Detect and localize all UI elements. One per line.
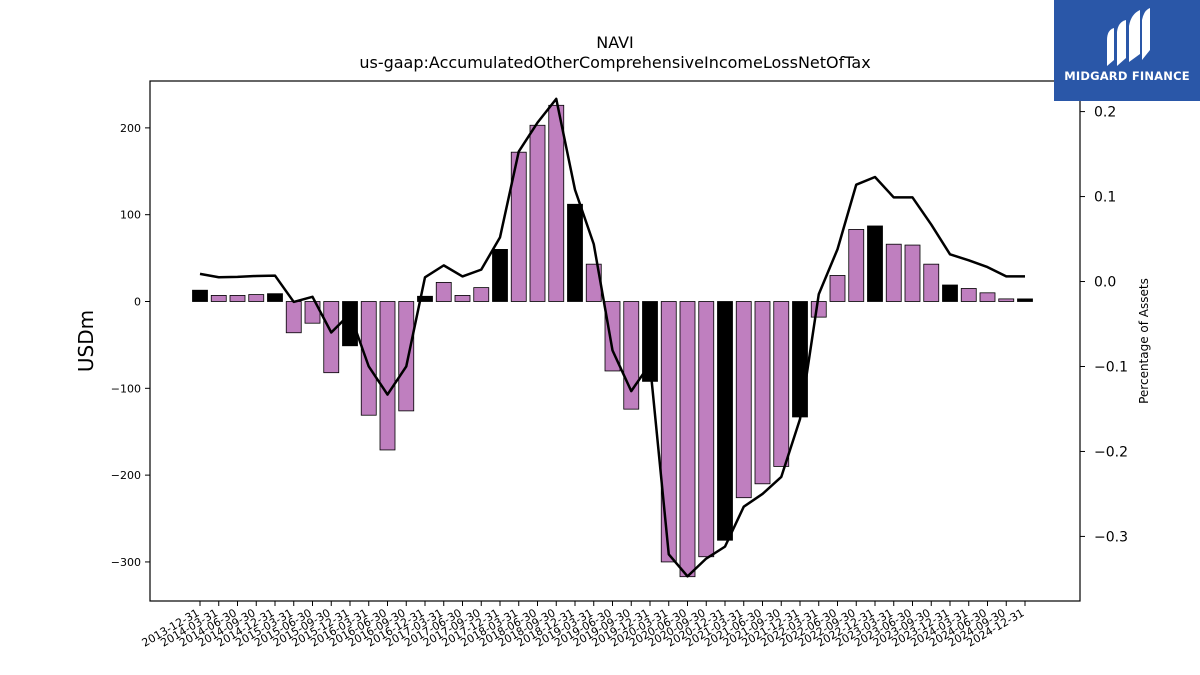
bar xyxy=(623,301,640,410)
bar xyxy=(285,301,302,334)
bar xyxy=(548,104,565,302)
bar xyxy=(773,301,790,467)
bar xyxy=(717,301,733,541)
bar xyxy=(792,301,808,418)
bar xyxy=(942,284,958,302)
y-tick-label: 0 xyxy=(134,296,141,309)
line-series xyxy=(199,97,1025,578)
bar xyxy=(604,301,621,372)
brand-logo: MIDGARD FINANCE xyxy=(1054,0,1200,101)
y2-tick-label: −0.1 xyxy=(1094,359,1128,375)
bar xyxy=(754,301,771,485)
y2-axis-label: Percentage of Assets xyxy=(1137,278,1151,404)
brand-name: MIDGARD FINANCE xyxy=(1064,69,1190,83)
bar xyxy=(454,295,471,302)
bar xyxy=(379,301,396,451)
y-tick-label: −300 xyxy=(111,556,141,569)
y-axis-right: 0.2 0.1 0.0 −0.1 −0.2 −0.3 xyxy=(1080,105,1128,545)
y-tick-label: 200 xyxy=(120,122,141,135)
x-axis: 2013-12-312014-03-312014-06-302014-09-30… xyxy=(140,601,1027,650)
chart-subtitle: us-gaap:AccumulatedOtherComprehensiveInc… xyxy=(359,53,870,72)
chart-title: NAVI xyxy=(596,33,634,52)
bar xyxy=(735,301,752,499)
bar xyxy=(885,243,902,302)
y-tick-label: 100 xyxy=(120,209,141,222)
bar xyxy=(1017,298,1033,302)
y2-tick-label: 0.1 xyxy=(1094,190,1116,206)
bar xyxy=(323,301,340,374)
bar xyxy=(360,301,377,416)
bar xyxy=(923,263,940,302)
bar xyxy=(435,281,452,302)
bar xyxy=(529,124,546,302)
y2-tick-label: 0.0 xyxy=(1094,275,1116,291)
bar xyxy=(848,229,865,302)
y-axis-label: USDm xyxy=(74,310,98,372)
bar-series xyxy=(192,104,1033,578)
bar xyxy=(267,293,283,302)
bar xyxy=(192,289,208,302)
y2-tick-label: 0.2 xyxy=(1094,105,1116,121)
bar xyxy=(867,225,883,302)
bar xyxy=(979,292,996,302)
y2-tick-label: −0.2 xyxy=(1094,444,1128,460)
bar xyxy=(642,301,658,382)
bar xyxy=(229,295,246,302)
y-axis-left: 200 100 0 −100 −200 −300 xyxy=(111,122,150,569)
percentage-line xyxy=(199,97,1025,578)
bar xyxy=(810,301,827,318)
y-tick-label: −200 xyxy=(111,469,141,482)
bar xyxy=(417,295,433,302)
bar xyxy=(567,203,583,302)
bar xyxy=(698,301,715,558)
bar xyxy=(492,249,508,302)
bar xyxy=(960,288,977,302)
plot-frame xyxy=(149,80,1081,602)
bar xyxy=(398,301,415,412)
bar xyxy=(210,295,227,302)
bar xyxy=(660,301,677,563)
logo-mark-icon xyxy=(1107,8,1150,66)
bar xyxy=(998,298,1015,302)
bar xyxy=(473,287,490,302)
bar xyxy=(248,294,265,302)
y-tick-label: −100 xyxy=(111,382,141,395)
y2-tick-label: −0.3 xyxy=(1094,529,1128,545)
bar xyxy=(342,301,358,347)
bar xyxy=(829,275,846,302)
bar xyxy=(679,301,696,578)
bar xyxy=(904,244,921,302)
